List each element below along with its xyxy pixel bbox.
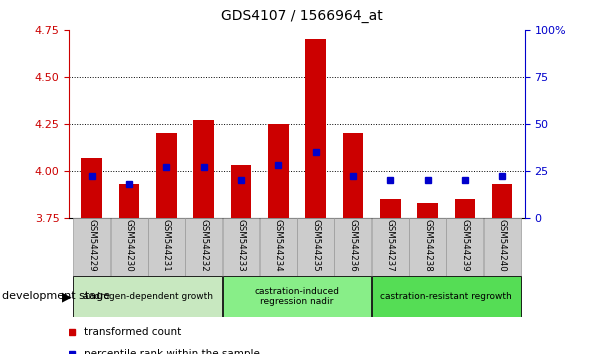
Bar [417, 203, 438, 218]
Bar [409, 218, 446, 276]
Bar [260, 218, 297, 276]
Text: GDS4107 / 1566964_at: GDS4107 / 1566964_at [221, 9, 382, 23]
Bar [372, 218, 409, 276]
Text: GSM544240: GSM544240 [497, 219, 507, 272]
Bar [343, 133, 363, 218]
Bar [73, 276, 222, 317]
Bar [223, 276, 371, 317]
Bar [223, 218, 259, 276]
Text: GSM544235: GSM544235 [311, 219, 320, 272]
Text: GSM544234: GSM544234 [274, 219, 283, 272]
Bar [73, 218, 110, 276]
Text: GSM544238: GSM544238 [423, 219, 432, 272]
Bar [455, 199, 475, 218]
Bar [231, 165, 251, 218]
Bar [110, 218, 148, 276]
Text: GSM544230: GSM544230 [125, 219, 133, 272]
Text: development stage: development stage [2, 291, 110, 302]
Text: castration-induced
regression nadir: castration-induced regression nadir [254, 287, 339, 306]
Bar [268, 124, 289, 218]
Bar [380, 199, 400, 218]
Text: GSM544239: GSM544239 [461, 219, 469, 272]
Text: percentile rank within the sample: percentile rank within the sample [84, 348, 260, 354]
Text: GSM544233: GSM544233 [236, 219, 245, 272]
Text: ▶: ▶ [62, 290, 72, 303]
Bar [484, 218, 521, 276]
Bar [372, 276, 521, 317]
Text: castration-resistant regrowth: castration-resistant regrowth [380, 292, 512, 301]
Bar [305, 40, 326, 218]
Bar [194, 120, 214, 218]
Bar [119, 184, 139, 218]
Bar [446, 218, 484, 276]
Bar [492, 184, 513, 218]
Bar [148, 218, 185, 276]
Text: GSM544232: GSM544232 [199, 219, 208, 272]
Bar [185, 218, 222, 276]
Bar [156, 133, 177, 218]
Bar [297, 218, 334, 276]
Bar [335, 218, 371, 276]
Text: GSM544237: GSM544237 [386, 219, 395, 272]
Text: GSM544231: GSM544231 [162, 219, 171, 272]
Bar [81, 158, 102, 218]
Text: androgen-dependent growth: androgen-dependent growth [83, 292, 213, 301]
Text: GSM544236: GSM544236 [349, 219, 358, 272]
Text: GSM544229: GSM544229 [87, 219, 96, 272]
Text: transformed count: transformed count [84, 327, 182, 337]
